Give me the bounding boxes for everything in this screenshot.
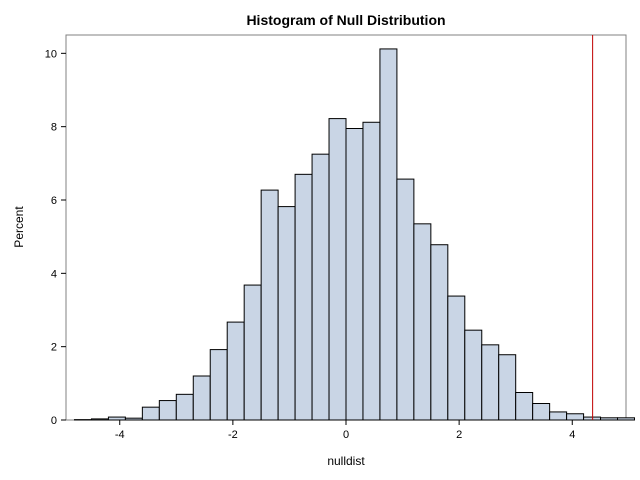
histogram-bar [226,321,245,421]
histogram-bar [583,416,602,421]
x-tick-label: 0 [343,429,349,441]
y-tick-label: 6 [51,195,57,207]
histogram-bar [158,400,177,421]
chart-title: Histogram of Null Distribution [246,12,445,28]
bars-group [73,48,635,421]
histogram-bar [447,295,466,421]
y-tick-label: 0 [51,415,57,427]
y-tick-label: 4 [51,268,57,280]
histogram-bar [192,375,211,421]
y-axis: 0 2 4 6 8 10 [45,48,66,427]
histogram-bar [209,349,228,421]
x-axis-label: nulldist [327,454,365,468]
histogram-bar [532,403,551,421]
histogram-bar [311,153,330,421]
histogram-bar [362,121,381,421]
x-tick-label: 4 [569,429,575,441]
y-axis-label: Percent [12,206,26,248]
histogram-bar [260,189,279,421]
histogram-bar [396,178,415,421]
x-axis: -4 -2 0 2 4 [115,420,575,441]
histogram-bar [481,344,500,421]
histogram-bar [379,48,398,421]
histogram-bar [345,128,364,421]
y-tick-label: 8 [51,122,57,134]
histogram-bar [464,329,483,421]
histogram-bar [277,206,296,421]
histogram-bar [413,223,432,421]
histogram-bar [600,417,619,421]
y-tick-label: 10 [45,48,57,60]
histogram-bar [107,416,126,421]
histogram-bar [515,392,534,421]
histogram-bar [90,418,109,421]
histogram-bar [328,118,347,421]
histogram-bar [617,417,635,421]
histogram-bar [175,393,194,421]
y-tick-label: 2 [51,342,57,354]
x-tick-label: 2 [456,429,462,441]
histogram-bar [549,411,568,421]
histogram-bar [243,284,262,421]
histogram-bar [498,354,517,421]
x-tick-label: -2 [228,429,238,441]
histogram-bar [294,173,313,421]
histogram-bar [566,413,585,421]
x-tick-label: -4 [115,429,125,441]
histogram-bar [124,417,143,421]
histogram-bar [430,244,449,421]
histogram-bar [141,406,160,421]
